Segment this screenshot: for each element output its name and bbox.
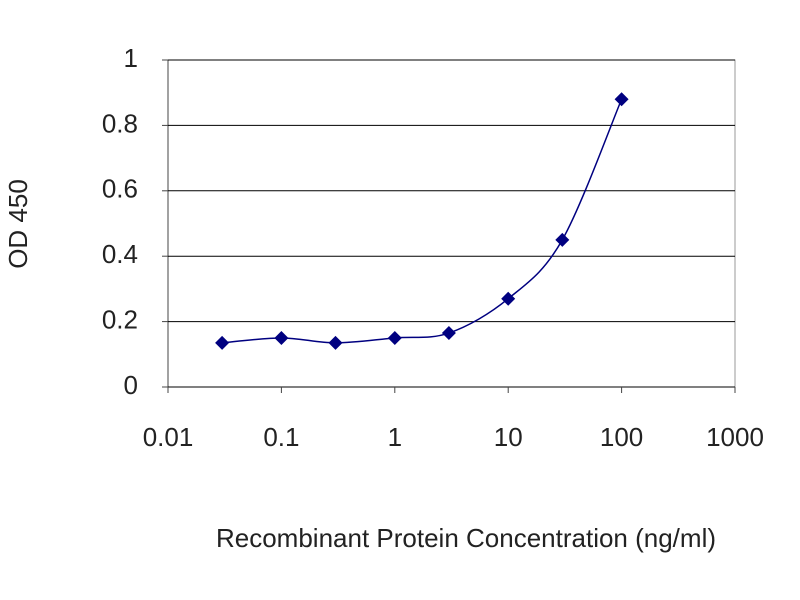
plot-frame <box>167 59 736 388</box>
y-tick-label: 0 <box>124 370 138 400</box>
data-point <box>387 330 402 345</box>
data-point <box>555 232 570 247</box>
x-tick-label: 0.01 <box>143 422 194 452</box>
series-line <box>222 98 623 344</box>
x-tick-label: 10 <box>494 422 523 452</box>
data-point <box>215 335 230 350</box>
y-tick-label: 0.6 <box>102 174 138 204</box>
x-axis-label: Recombinant Protein Concentration (ng/ml… <box>216 523 716 553</box>
y-tick-label: 0.8 <box>102 108 138 138</box>
x-tick-label: 1000 <box>706 422 764 452</box>
x-tick-label: 100 <box>600 422 643 452</box>
y-tick-label: 1 <box>124 43 138 73</box>
y-tick-label: 0.4 <box>102 239 138 269</box>
x-tick-label: 1 <box>388 422 402 452</box>
y-axis-label: OD 450 <box>3 179 33 269</box>
y-tick-label: 0.2 <box>102 304 138 334</box>
data-point <box>614 92 629 107</box>
x-tick-label: 0.1 <box>263 422 299 452</box>
data-point <box>328 335 343 350</box>
data-point <box>501 291 516 306</box>
data-point <box>441 326 456 341</box>
data-point <box>274 330 289 345</box>
